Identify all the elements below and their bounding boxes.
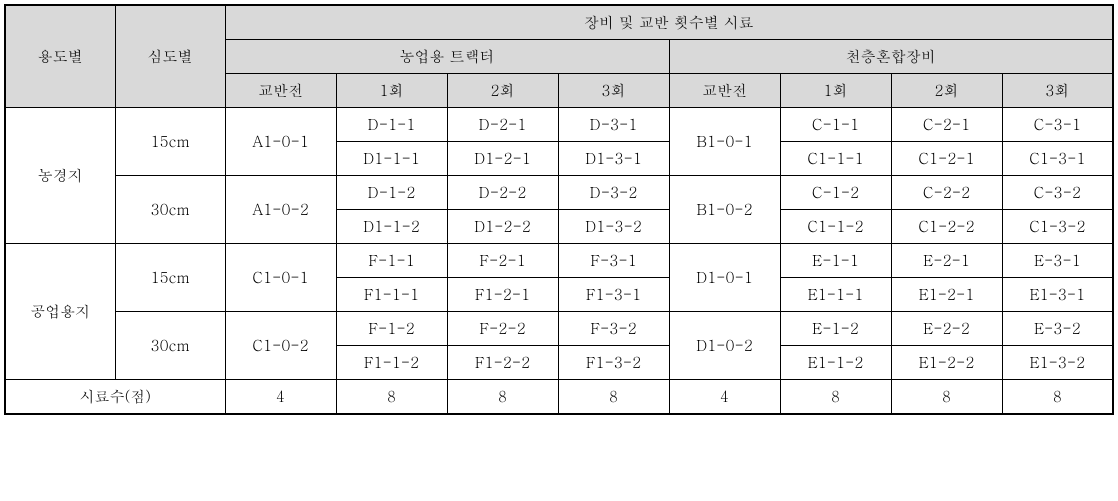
data-cell: F-1-2	[336, 312, 447, 346]
header-group1: 농업용 트랙터	[225, 40, 669, 74]
data-cell: C1-1-2	[780, 210, 891, 244]
data-cell: A1-0-2	[225, 176, 336, 244]
footer-row: 시료수(점) 4 8 8 8 4 8 8 8	[5, 380, 1113, 415]
header-sub-b2: 2회	[891, 74, 1002, 108]
data-cell: E-3-2	[1002, 312, 1113, 346]
data-cell: F-3-2	[558, 312, 669, 346]
footer-cell: 8	[558, 380, 669, 415]
data-cell: E1-2-2	[891, 346, 1002, 380]
header-group2: 천층혼합장비	[669, 40, 1113, 74]
data-cell: F-2-1	[447, 244, 558, 278]
depth-cell: 30cm	[115, 312, 225, 380]
data-cell: B1-0-2	[669, 176, 780, 244]
table-row: 농경지 15cm A1-0-1 D-1-1 D-2-1 D-3-1 B1-0-1…	[5, 108, 1113, 142]
data-cell: C1-2-2	[891, 210, 1002, 244]
data-cell: F1-3-2	[558, 346, 669, 380]
data-cell: D1-0-1	[669, 244, 780, 312]
data-cell: D1-1-1	[336, 142, 447, 176]
table-row: 30cm A1-0-2 D-1-2 D-2-2 D-3-2 B1-0-2 C-1…	[5, 176, 1113, 210]
data-cell: C-2-2	[891, 176, 1002, 210]
data-cell: D1-2-1	[447, 142, 558, 176]
footer-cell: 4	[225, 380, 336, 415]
footer-cell: 8	[891, 380, 1002, 415]
data-cell: C1-1-1	[780, 142, 891, 176]
table-row: 30cm C1-0-2 F-1-2 F-2-2 F-3-2 D1-0-2 E-1…	[5, 312, 1113, 346]
header-depth: 심도별	[115, 5, 225, 108]
data-cell: E1-3-2	[1002, 346, 1113, 380]
data-cell: D-3-2	[558, 176, 669, 210]
data-cell: F1-1-1	[336, 278, 447, 312]
data-cell: C-1-1	[780, 108, 891, 142]
data-cell: C1-0-1	[225, 244, 336, 312]
data-cell: D1-3-2	[558, 210, 669, 244]
data-cell: C-1-2	[780, 176, 891, 210]
footer-cell: 8	[447, 380, 558, 415]
footer-cell: 8	[780, 380, 891, 415]
header-row-1: 용도별 심도별 장비 및 교반 횟수별 시료	[5, 5, 1113, 40]
data-cell: C1-0-2	[225, 312, 336, 380]
data-cell: C-2-1	[891, 108, 1002, 142]
data-cell: C1-3-1	[1002, 142, 1113, 176]
data-cell: C-3-1	[1002, 108, 1113, 142]
header-sub-b0: 교반전	[669, 74, 780, 108]
header-sub-a0: 교반전	[225, 74, 336, 108]
data-cell: E1-2-1	[891, 278, 1002, 312]
data-cell: F-3-1	[558, 244, 669, 278]
footer-label: 시료수(점)	[5, 380, 225, 415]
use-cell-2: 공업용지	[5, 244, 115, 380]
data-cell: C-3-2	[1002, 176, 1113, 210]
depth-cell: 15cm	[115, 108, 225, 176]
header-use: 용도별	[5, 5, 115, 108]
header-sub-a1: 1회	[336, 74, 447, 108]
data-cell: F1-1-2	[336, 346, 447, 380]
data-cell: E-3-1	[1002, 244, 1113, 278]
data-cell: F1-2-2	[447, 346, 558, 380]
data-cell: D-1-1	[336, 108, 447, 142]
header-sub-b1: 1회	[780, 74, 891, 108]
data-cell: F-2-2	[447, 312, 558, 346]
table-row: 공업용지 15cm C1-0-1 F-1-1 F-2-1 F-3-1 D1-0-…	[5, 244, 1113, 278]
data-cell: D-2-2	[447, 176, 558, 210]
data-cell: E-1-2	[780, 312, 891, 346]
footer-cell: 4	[669, 380, 780, 415]
header-sub-a3: 3회	[558, 74, 669, 108]
data-cell: D1-0-2	[669, 312, 780, 380]
sample-table: 용도별 심도별 장비 및 교반 횟수별 시료 농업용 트랙터 천층혼합장비 교반…	[4, 4, 1114, 415]
header-sub-a2: 2회	[447, 74, 558, 108]
data-cell: F1-2-1	[447, 278, 558, 312]
data-cell: B1-0-1	[669, 108, 780, 176]
data-cell: D-3-1	[558, 108, 669, 142]
data-cell: D1-1-2	[336, 210, 447, 244]
data-cell: C1-2-1	[891, 142, 1002, 176]
data-cell: E-1-1	[780, 244, 891, 278]
data-cell: D1-3-1	[558, 142, 669, 176]
header-main: 장비 및 교반 횟수별 시료	[225, 5, 1113, 40]
data-cell: F-1-1	[336, 244, 447, 278]
use-cell-1: 농경지	[5, 108, 115, 244]
data-cell: D-1-2	[336, 176, 447, 210]
data-cell: D-2-1	[447, 108, 558, 142]
footer-cell: 8	[1002, 380, 1113, 415]
data-cell: C1-3-2	[1002, 210, 1113, 244]
depth-cell: 30cm	[115, 176, 225, 244]
data-cell: E1-3-1	[1002, 278, 1113, 312]
data-cell: E1-1-1	[780, 278, 891, 312]
data-cell: F1-3-1	[558, 278, 669, 312]
data-cell: D1-2-2	[447, 210, 558, 244]
data-cell: E-2-2	[891, 312, 1002, 346]
data-cell: A1-0-1	[225, 108, 336, 176]
data-cell: E1-1-2	[780, 346, 891, 380]
data-cell: E-2-1	[891, 244, 1002, 278]
header-sub-b3: 3회	[1002, 74, 1113, 108]
depth-cell: 15cm	[115, 244, 225, 312]
footer-cell: 8	[336, 380, 447, 415]
